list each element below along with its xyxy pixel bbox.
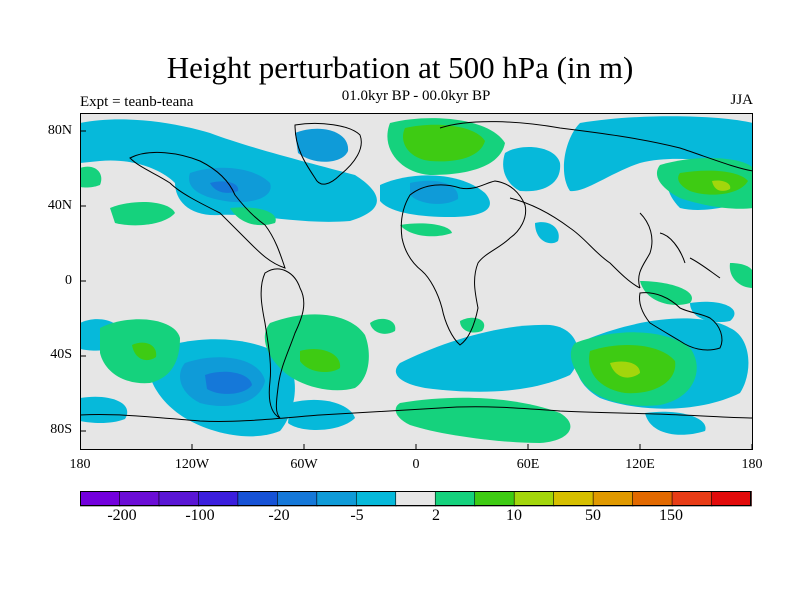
anomaly-field	[80, 116, 753, 443]
lat-tick-label: 40S	[50, 347, 72, 362]
colorbar-cell	[355, 491, 397, 507]
plot-subtitle: 01.0kyr BP - 00.0kyr BP	[341, 88, 491, 104]
plot-title: Height perturbation at 500 hPa (in m)	[166, 50, 634, 85]
colorbar-cell	[395, 491, 437, 507]
colorbar-cell	[632, 491, 673, 507]
lat-tick-label: 80S	[50, 422, 72, 437]
map-panel	[80, 113, 753, 450]
colorbar-cell	[513, 491, 555, 507]
lat-tick-label: 0	[65, 273, 72, 288]
anomaly-region-negative	[80, 396, 128, 423]
colorbar-label: 50	[585, 507, 601, 524]
anomaly-region-negative-max	[210, 181, 239, 193]
colorbar-cell	[119, 491, 160, 507]
anomaly-region-positive-strong	[300, 348, 341, 373]
colorbar-cell	[277, 491, 318, 507]
anomaly-region-negative-strong	[295, 128, 349, 162]
colorbar-cell	[80, 491, 121, 507]
anomaly-region-negative	[645, 411, 706, 435]
anomaly-region-positive	[729, 263, 753, 288]
colorbar-label: -100	[185, 507, 215, 524]
colorbar-cell	[198, 491, 239, 507]
colorbar-cell	[474, 491, 515, 507]
anomaly-region-positive	[110, 201, 175, 226]
anomaly-region-negative-strong	[410, 180, 459, 204]
lon-tick-label: 120W	[174, 457, 210, 472]
colorbar-cell	[158, 491, 200, 507]
colorbar-label: 2	[432, 507, 440, 524]
anomaly-region-positive-strong	[132, 342, 157, 361]
anomaly-region-negative	[503, 147, 561, 192]
coastlines	[80, 121, 753, 422]
colorbar-label: 10	[506, 507, 522, 524]
lon-tick-label: 120E	[625, 457, 655, 472]
colorbar-label: -20	[268, 507, 290, 524]
anomaly-region-positive	[640, 281, 692, 305]
colorbar-label: -200	[107, 507, 137, 524]
lat-tick-label: 40N	[47, 198, 72, 213]
anomaly-region-negative	[535, 222, 559, 244]
lon-tick-label: 60W	[290, 457, 318, 472]
colorbar-cell	[671, 491, 713, 507]
anomaly-region-positive-max	[712, 180, 731, 191]
anomaly-region-positive	[80, 166, 102, 188]
lon-tick-label: 60E	[516, 457, 540, 472]
anomaly-region-positive-strong	[402, 124, 485, 162]
colorbar-cell	[553, 491, 594, 507]
colorbar-cell	[711, 491, 752, 507]
season-label: JJA	[730, 92, 753, 108]
anomaly-region-negative	[395, 324, 579, 392]
anomaly-region-negative-max	[205, 371, 252, 394]
anomaly-region-positive	[460, 317, 485, 333]
lon-tick-label: 0	[412, 457, 420, 472]
lon-tick-label: 180	[69, 457, 91, 472]
colorbar-cell	[237, 491, 279, 507]
colorbar-cell	[316, 491, 358, 507]
colorbar-label: -5	[350, 507, 364, 524]
anomaly-region-positive	[230, 207, 276, 226]
colorbar-cell	[434, 491, 476, 507]
anomaly-region-positive	[400, 223, 452, 237]
lat-tick-label: 80N	[47, 123, 72, 138]
colorbar	[80, 491, 752, 507]
anomaly-region-negative	[690, 301, 735, 323]
experiment-label: Expt = teanb-teana	[80, 94, 194, 110]
colorbar-label: 150	[659, 507, 683, 524]
axis-ticks	[80, 130, 753, 450]
lon-tick-label: 180	[741, 457, 763, 472]
colorbar-cell	[592, 491, 634, 507]
anomaly-region-positive	[370, 318, 396, 334]
anomaly-region-positive-max	[610, 361, 640, 378]
